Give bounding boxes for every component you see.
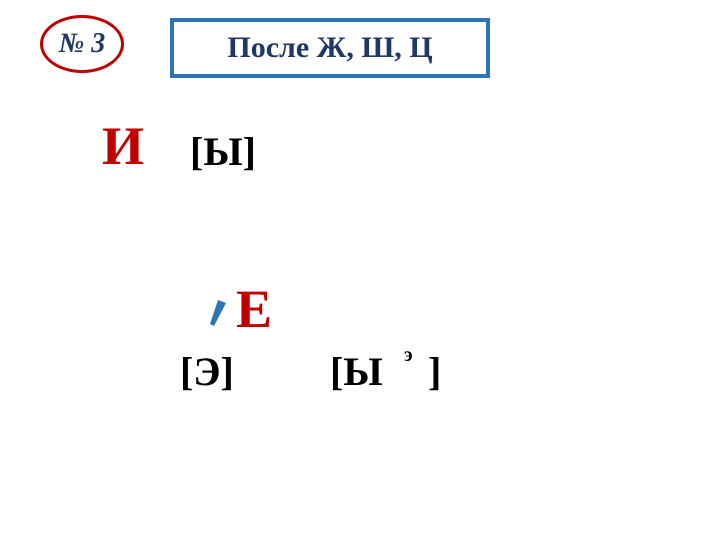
phonetic-e: [Э]	[180, 348, 234, 395]
letter-i: И	[102, 115, 144, 177]
title-box: После Ж, Ш, Ц	[170, 18, 490, 78]
phonetic-y-top: [Ы]	[190, 128, 256, 175]
phonetic-y-bottom-open: [Ы	[330, 348, 383, 395]
badge-text: № 3	[59, 28, 106, 60]
number-badge: № 3	[40, 15, 124, 73]
phonetic-y-bottom-close: ]	[428, 348, 441, 395]
phonetic-y-superscript: э	[404, 344, 413, 367]
title-text: После Ж, Ш, Ц	[227, 31, 432, 65]
letter-e: Е	[236, 278, 272, 340]
stress-mark-icon	[208, 298, 228, 326]
